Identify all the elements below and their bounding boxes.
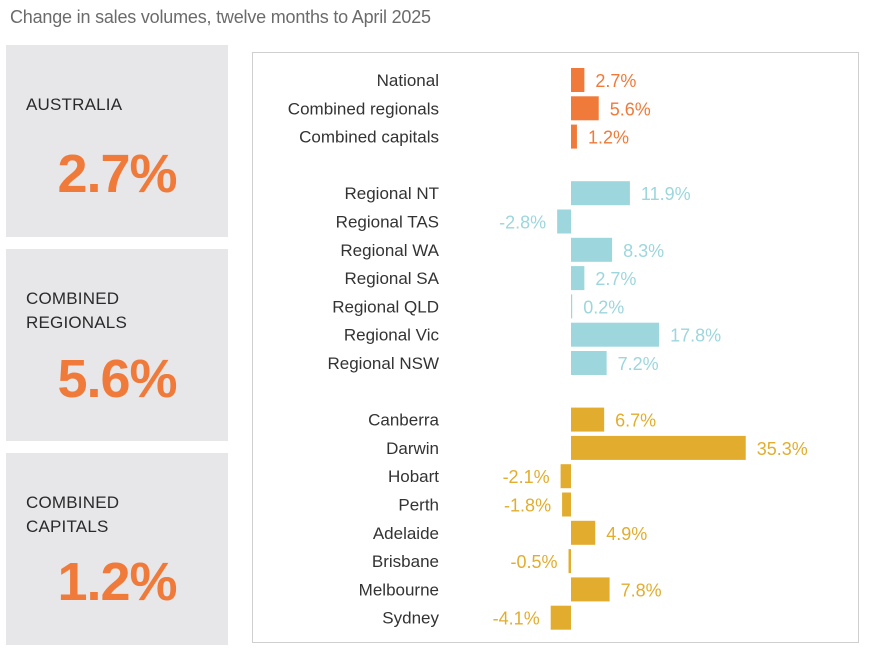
value-label-canberra: 6.7% [615, 411, 656, 431]
value-label-regional-qld: 0.2% [583, 297, 624, 317]
combined-capitals-card-label-line-1: COMBINED [26, 493, 120, 512]
category-label-regional-nt: Regional NT [345, 184, 440, 203]
combined-capitals-card-label: COMBINED CAPITALS [26, 491, 119, 539]
category-label-regional-vic: Regional Vic [344, 326, 440, 345]
value-label-regional-vic: 17.8% [670, 326, 721, 346]
value-label-regional-tas: -2.8% [499, 213, 546, 233]
bar-sydney [550, 605, 571, 630]
value-label-regional-nsw: 7.2% [618, 354, 659, 374]
australia-card-label-line: AUSTRALIA [26, 95, 123, 114]
bar-regional-vic [571, 322, 660, 347]
value-label-hobart: -2.1% [503, 467, 550, 487]
bar-canberra [571, 407, 605, 432]
category-label-adelaide: Adelaide [373, 524, 439, 543]
combined-capitals-card-value: 1.2% [57, 552, 177, 612]
australia-card-value: 2.7% [57, 144, 177, 204]
bar-chart: National 2.7% Combined regionals 5.6% Combin… [288, 68, 808, 630]
value-label-darwin: 35.3% [757, 439, 808, 459]
category-label-brisbane: Brisbane [372, 552, 439, 571]
category-label-regional-sa: Regional SA [344, 269, 439, 288]
chart-panel: National 2.7% Combined regionals 5.6% Combin… [252, 52, 859, 643]
bar-combined-capitals [571, 124, 577, 149]
bar-brisbane [568, 549, 571, 574]
value-label-melbourne: 7.8% [621, 580, 662, 600]
category-label-hobart: Hobart [388, 467, 439, 486]
value-label-adelaide: 4.9% [606, 524, 647, 544]
bar-regional-sa [571, 266, 585, 291]
bar-regional-nsw [571, 351, 607, 375]
value-label-sydney: -4.1% [493, 609, 540, 629]
bar-regional-nt [571, 181, 630, 206]
category-label-canberra: Canberra [368, 411, 439, 430]
category-label-combined-capitals: Combined capitals [299, 128, 439, 147]
value-label-regional-wa: 8.3% [623, 241, 664, 261]
category-label-darwin: Darwin [386, 439, 439, 458]
combined-regionals-card-label: COMBINED REGIONALS [26, 287, 127, 335]
bar-regional-tas [557, 209, 571, 234]
bar-adelaide [571, 520, 596, 545]
bar-national [571, 68, 585, 92]
category-label-sydney: Sydney [382, 609, 439, 628]
category-label-melbourne: Melbourne [359, 580, 439, 599]
bar-perth [562, 492, 571, 517]
category-label-regional-nsw: Regional NSW [328, 354, 440, 373]
bar-regional-qld [571, 294, 573, 319]
combined-regionals-card-label-line-1: COMBINED [26, 289, 120, 308]
bar-combined-regionals [571, 96, 599, 121]
combined-regionals-card-label-line-2: REGIONALS [26, 313, 127, 332]
australia-card-label: AUSTRALIA [26, 93, 122, 117]
combined-capitals-card: COMBINED CAPITALS 1.2% [6, 453, 228, 645]
value-label-national: 2.7% [595, 71, 636, 91]
bar-melbourne [571, 577, 610, 602]
category-label-regional-tas: Regional TAS [336, 213, 439, 232]
chart-title: Change in sales volumes, twelve months t… [10, 7, 431, 27]
category-label-regional-wa: Regional WA [340, 241, 439, 260]
category-label-regional-qld: Regional QLD [332, 297, 439, 316]
bar-darwin [571, 435, 746, 460]
value-label-combined-capitals: 1.2% [588, 128, 629, 148]
category-label-perth: Perth [398, 496, 439, 515]
value-label-regional-sa: 2.7% [595, 269, 636, 289]
value-label-combined-regionals: 5.6% [610, 99, 651, 119]
combined-regionals-card-value: 5.6% [57, 349, 177, 409]
combined-capitals-card-label-line-2: CAPITALS [26, 517, 109, 536]
value-label-brisbane: -0.5% [510, 552, 557, 572]
combined-regionals-card: COMBINED REGIONALS 5.6% [6, 249, 228, 441]
value-label-perth: -1.8% [504, 496, 551, 516]
australia-card: AUSTRALIA 2.7% [6, 45, 228, 237]
category-label-national: National [377, 71, 439, 90]
bar-regional-wa [571, 237, 613, 262]
category-label-combined-regionals: Combined regionals [288, 99, 439, 118]
bar-hobart [560, 464, 571, 489]
value-label-regional-nt: 11.9% [641, 184, 691, 204]
